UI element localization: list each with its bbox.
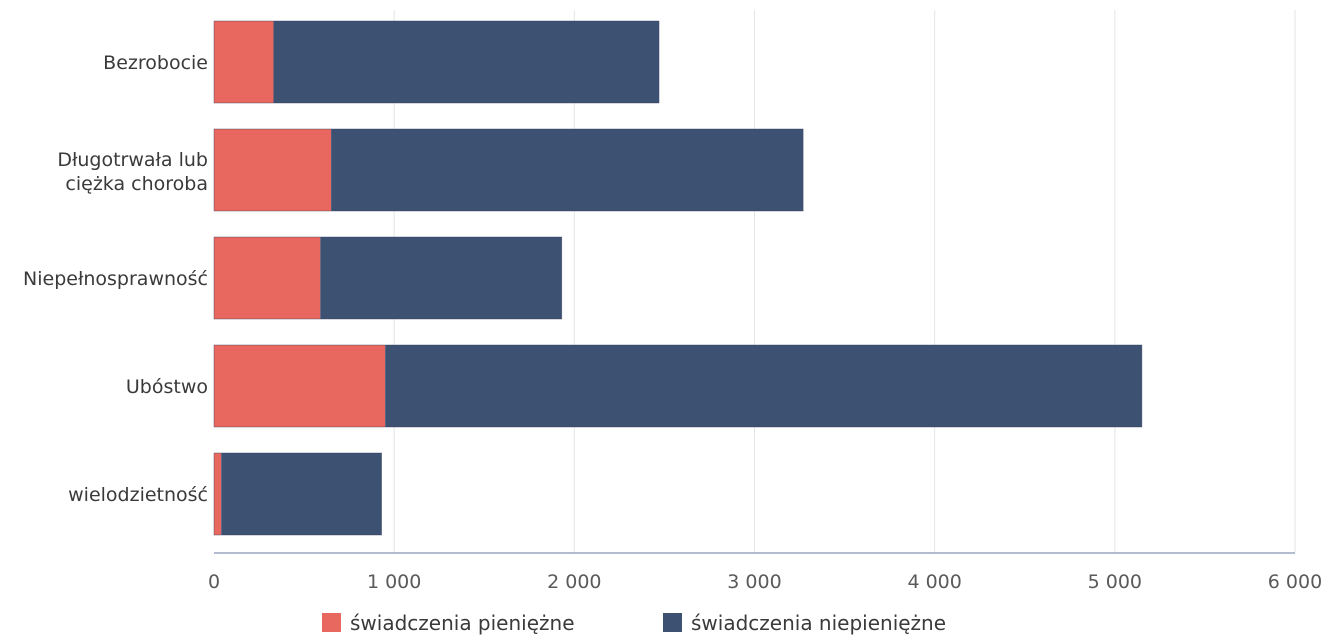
x-tick-label: 2 000 — [547, 571, 601, 593]
bars-layer — [213, 20, 1143, 536]
bar-segment-pieniezne — [214, 453, 222, 535]
bar-outline — [213, 452, 382, 536]
x-tick-label: 6 000 — [1268, 571, 1322, 593]
bar-segment-pieniezne — [214, 129, 332, 211]
legend: świadczenia pieniężne świadczenia niepien… — [322, 611, 946, 635]
legend-label: świadczenia pieniężne — [350, 611, 575, 635]
x-tick-label: 0 — [208, 571, 220, 593]
x-tick-label: 1 000 — [367, 571, 421, 593]
category-label: wielodzietność — [68, 484, 208, 506]
category-label: Długotrwała lub ciężka choroba — [57, 149, 208, 195]
legend-swatch — [663, 613, 682, 632]
category-labels: Bezrobocie Długotrwała lub ciężka choroba N… — [23, 52, 208, 506]
bar-outline — [213, 20, 660, 104]
bar-segment-niepieniezne — [273, 21, 660, 103]
x-tick-labels: 0 1 000 2 000 3 000 4 000 5 000 6 000 — [208, 571, 1322, 593]
x-tick-label: 5 000 — [1088, 571, 1142, 593]
x-tick-label: 4 000 — [907, 571, 961, 593]
bar-segment-pieniezne — [214, 345, 386, 427]
category-label: Ubóstwo — [126, 376, 208, 398]
category-label: Bezrobocie — [103, 52, 208, 74]
bar-segment-pieniezne — [214, 237, 321, 319]
legend-swatch — [322, 613, 341, 632]
bar-segment-niepieniezne — [331, 129, 804, 211]
x-tick-label: 3 000 — [727, 571, 781, 593]
bar-outline — [213, 128, 804, 212]
bar-segment-niepieniezne — [385, 345, 1142, 427]
bar-segment-pieniezne — [214, 21, 274, 103]
bar-segment-niepieniezne — [320, 237, 562, 319]
legend-label: świadczenia niepieniężne — [691, 611, 946, 635]
bar-outline — [213, 236, 563, 320]
bar-outline — [213, 344, 1143, 428]
category-label: Niepełnosprawność — [23, 268, 208, 290]
bar-segment-niepieniezne — [221, 453, 382, 535]
